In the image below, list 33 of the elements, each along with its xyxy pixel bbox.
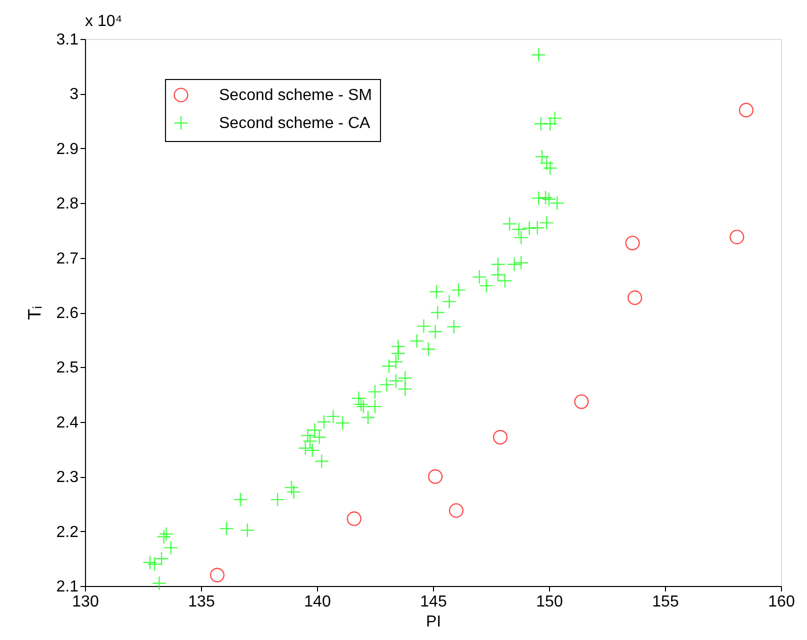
y-axis-title: Tᵢ	[24, 306, 44, 320]
x-axis-title: PI	[426, 614, 442, 630]
x-tick-label: 130	[72, 594, 99, 610]
point	[448, 503, 464, 518]
x-tick-label: 155	[652, 594, 679, 610]
point	[428, 469, 443, 484]
point	[574, 394, 589, 409]
x-tick-label: 150	[536, 594, 563, 610]
x-tick-label: 140	[304, 594, 331, 610]
y-tick-label: 2.2	[56, 524, 79, 541]
x-tick-label: 160	[768, 594, 795, 610]
legend-label: Second scheme - SM	[219, 87, 372, 104]
x-tick-label: 145	[420, 594, 447, 610]
point	[346, 511, 362, 526]
x-tick-label: 135	[188, 594, 215, 610]
legend-label: Second scheme - CA	[219, 115, 371, 132]
point	[730, 230, 744, 244]
y-tick-label: 2.8	[56, 196, 79, 213]
y-tick-label: 2.5	[56, 360, 79, 377]
text: x 10⁴	[85, 13, 122, 30]
y-tick-label: 2.7	[56, 250, 79, 268]
y-tick-label: 2.1	[56, 578, 79, 596]
y-tick-label: 2.6	[56, 305, 79, 322]
y-tick-label: 2.9	[56, 140, 79, 158]
point	[492, 430, 508, 445]
y-tick-label: 3	[70, 86, 79, 104]
point	[738, 102, 754, 118]
point	[210, 568, 225, 582]
y-tick-label: 3.1	[56, 32, 79, 48]
point	[625, 236, 640, 250]
point	[628, 290, 642, 306]
y-tick-label: 2.4	[56, 414, 79, 432]
y-tick-label: 2.3	[56, 469, 79, 486]
